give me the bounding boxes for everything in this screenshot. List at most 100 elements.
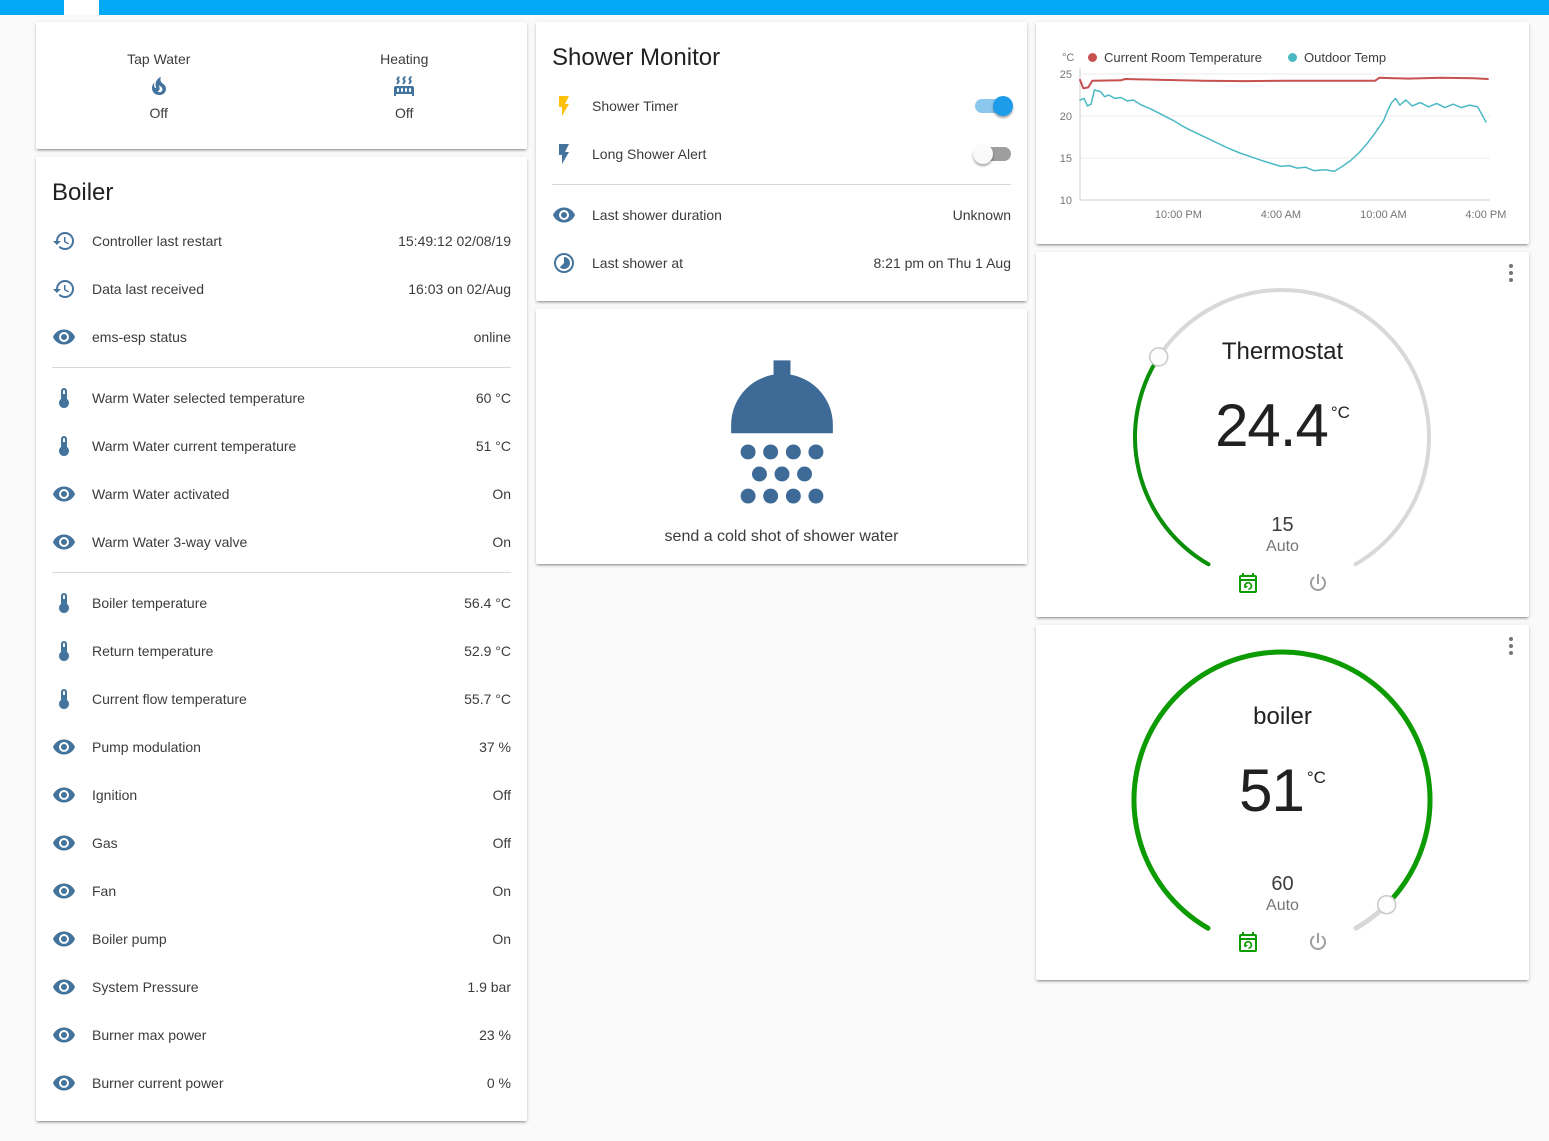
gauge-setpoint: 60 (1271, 873, 1294, 895)
eye-icon (52, 325, 76, 349)
entity-name: Burner max power (92, 1027, 207, 1043)
entity-row-boiler-temperature[interactable]: Boiler temperature 56.4 °C (36, 579, 527, 627)
entity-value: 23 % (479, 1027, 511, 1043)
eye-icon (52, 927, 76, 951)
chart-legend: Current Room Temperature Outdoor Temp (1088, 50, 1386, 65)
toggle-knob (993, 96, 1013, 116)
gauge-setpoint: 15 (1271, 514, 1294, 536)
entity-row-pump-modulation[interactable]: Pump modulation 37 % (36, 723, 527, 771)
entity-row-burner-max-power[interactable]: Burner max power 23 % (36, 1011, 527, 1059)
entity-name: Last shower duration (592, 207, 722, 223)
entity-row-burner-current-power[interactable]: Burner current power 0 % (36, 1059, 527, 1107)
schedule-refresh-icon[interactable] (1236, 930, 1260, 954)
entity-row-ignition[interactable]: Ignition Off (36, 771, 527, 819)
boiler-entity-rows: Controller last restart 15:49:12 02/08/19… (36, 217, 527, 1121)
entity-row-long-shower-alert[interactable]: Long Shower Alert (536, 130, 1027, 178)
glance-items: Tap Water Off Heating Off (36, 22, 527, 149)
gauge-unit: °C (1306, 768, 1326, 787)
thermostat-card: Thermostat 24.4 °C 15 Auto (1036, 252, 1529, 617)
glance-item-label: Heating (380, 50, 429, 67)
shower-action-label: send a cold shot of shower water (664, 528, 899, 545)
svg-text:4:00 PM: 4:00 PM (1465, 209, 1506, 221)
entity-row-warm-water-3-way-valve[interactable]: Warm Water 3-way valve On (36, 518, 527, 566)
entity-row-boiler-pump[interactable]: Boiler pump On (36, 915, 527, 963)
eye-icon (52, 975, 76, 999)
entity-name: Shower Timer (592, 98, 679, 114)
more-options-icon[interactable] (1503, 258, 1519, 288)
svg-text:25: 25 (1060, 69, 1072, 81)
legend-dot (1088, 53, 1097, 62)
eye-icon (52, 482, 76, 506)
entity-value: On (492, 931, 511, 947)
entity-row-shower-timer[interactable]: Shower Timer (536, 82, 1027, 130)
entity-row-ems-esp-status[interactable]: ems-esp status online (36, 313, 527, 361)
boiler-gauge-card: boiler 51 °C 60 Auto (1036, 625, 1529, 980)
schedule-refresh-icon[interactable] (1236, 571, 1260, 595)
radiator-icon (392, 74, 416, 98)
entity-name: Gas (92, 835, 118, 851)
entity-row-warm-water-current-temperature[interactable]: Warm Water current temperature 51 °C (36, 422, 527, 470)
power-icon[interactable] (1306, 571, 1330, 595)
entity-row-current-flow-temperature[interactable]: Current flow temperature 55.7 °C (36, 675, 527, 723)
shower-action-card[interactable]: send a cold shot of shower water (536, 309, 1027, 564)
entity-value: 8:21 pm on Thu 1 Aug (873, 255, 1011, 271)
eye-icon (52, 530, 76, 554)
svg-text:15: 15 (1060, 153, 1072, 165)
legend-label: Current Room Temperature (1104, 50, 1262, 65)
shower-monitor-card: Shower Monitor Shower Timer Long Shower A… (536, 22, 1027, 301)
divider (52, 572, 511, 573)
entity-value: 16:03 on 02/Aug (408, 281, 511, 297)
entity-value: 37 % (479, 739, 511, 755)
entity-name: Warm Water selected temperature (92, 390, 305, 406)
eye-icon (52, 879, 76, 903)
glance-item-tap-water[interactable]: Tap Water Off (36, 51, 282, 121)
entity-row-return-temperature[interactable]: Return temperature 52.9 °C (36, 627, 527, 675)
entity-row-warm-water-activated[interactable]: Warm Water activated On (36, 470, 527, 518)
thermostat-content: Thermostat 24.4 °C 15 Auto (1036, 252, 1529, 617)
svg-text:10: 10 (1060, 195, 1072, 207)
glance-item-state: Off (149, 104, 168, 121)
entity-row-system-pressure[interactable]: System Pressure 1.9 bar (36, 963, 527, 1011)
entity-row-last-shower-duration[interactable]: Last shower duration Unknown (536, 191, 1027, 239)
entity-row-last-shower-at[interactable]: Last shower at 8:21 pm on Thu 1 Aug (536, 239, 1027, 287)
temperature-history-chart: 25 20 15 10 10:00 PM 4:00 AM 10:00 AM 4:00 PM (1060, 68, 1506, 221)
slider-handle[interactable] (1376, 894, 1397, 915)
svg-text:10:00 PM: 10:00 PM (1155, 209, 1202, 221)
entity-row-controller-last-restart[interactable]: Controller last restart 15:49:12 02/08/19 (36, 217, 527, 265)
flash-icon (552, 94, 576, 118)
eye-icon (52, 1023, 76, 1047)
entity-name: Warm Water current temperature (92, 438, 297, 454)
glance-item-heating[interactable]: Heating Off (282, 51, 528, 121)
entity-row-warm-water-selected-temperature[interactable]: Warm Water selected temperature 60 °C (36, 374, 527, 422)
entity-value: 60 °C (475, 390, 511, 406)
entity-name: Long Shower Alert (592, 146, 707, 162)
gauge-title: Thermostat (1221, 338, 1344, 365)
entity-name: Pump modulation (92, 739, 201, 755)
thermometer-icon (52, 386, 76, 410)
legend-label: Outdoor Temp (1304, 50, 1387, 65)
entity-name: Warm Water activated (92, 486, 230, 502)
entity-name: Boiler pump (92, 931, 167, 947)
entity-name: Current flow temperature (92, 691, 247, 707)
entity-row-fan[interactable]: Fan On (36, 867, 527, 915)
divider (52, 367, 511, 368)
gauge-mode: Auto (1266, 897, 1299, 914)
entity-value: 51 °C (475, 438, 511, 454)
eye-icon (52, 831, 76, 855)
entity-row-gas[interactable]: Gas Off (36, 819, 527, 867)
entity-value: 15:49:12 02/08/19 (398, 233, 511, 249)
right-column: °C Current Room Temperature Outdoor Temp … (1036, 22, 1529, 980)
entity-value: On (492, 486, 511, 502)
more-options-icon[interactable] (1503, 631, 1519, 661)
slider-handle[interactable] (1148, 347, 1169, 367)
entity-name: Boiler temperature (92, 595, 208, 611)
gauge-title: boiler (1253, 703, 1312, 730)
gauge-value: 51 °C (1239, 757, 1326, 840)
svg-text:10:00 AM: 10:00 AM (1360, 209, 1406, 221)
toggle-switch[interactable] (973, 144, 1011, 164)
toggle-switch[interactable] (975, 96, 1013, 116)
entity-row-data-last-received[interactable]: Data last received 16:03 on 02/Aug (36, 265, 527, 313)
entity-name: Ignition (92, 787, 138, 803)
power-icon[interactable] (1306, 930, 1330, 954)
boiler-card-title: Boiler (52, 179, 114, 206)
